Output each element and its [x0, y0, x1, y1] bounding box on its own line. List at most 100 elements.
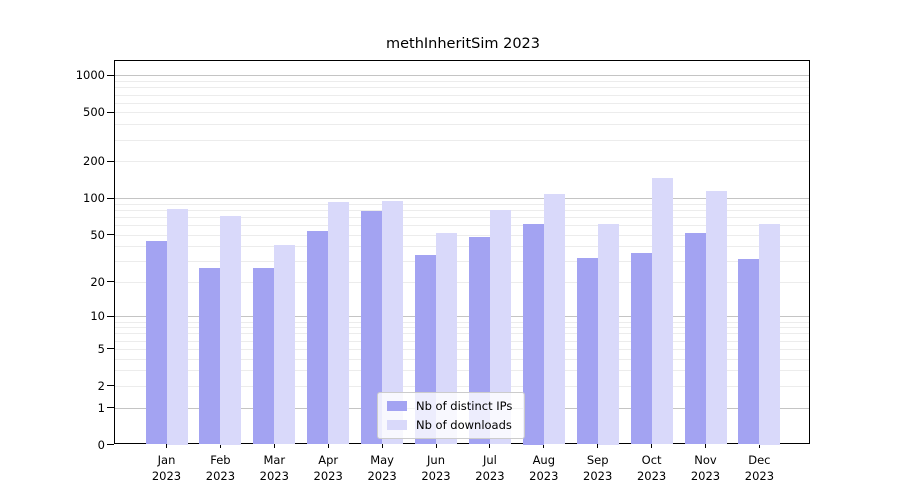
y-tick-1 — [107, 407, 114, 408]
x-tick-mar — [273, 443, 275, 448]
x-tick-label-sep: Sep 2023 — [570, 452, 626, 484]
x-tick-label-nov: Nov 2023 — [678, 452, 734, 484]
x-tick-year: 2023 — [744, 469, 775, 483]
x-tick-label-jan: Jan 2023 — [139, 452, 195, 484]
x-tick-oct — [651, 443, 653, 448]
x-tick-label-aug: Aug 2023 — [516, 452, 572, 484]
x-tick-jan — [166, 443, 167, 448]
x-tick-month: Oct — [641, 453, 662, 467]
y-tick-label-1: 1 — [97, 400, 105, 415]
y-tick-label-50: 50 — [90, 227, 105, 242]
legend-row-distinct-ips: Nb of distinct IPs — [387, 399, 512, 413]
x-tick-month: May — [370, 453, 394, 467]
y-tick-label-1000: 1000 — [75, 68, 105, 83]
y-tick-200 — [107, 160, 114, 162]
bar-distinct-ips-mar — [253, 268, 275, 445]
minor-gridline-40 — [115, 246, 809, 248]
x-tick-month: Apr — [318, 453, 339, 467]
y-tick-0 — [107, 444, 114, 445]
minor-gridline-400 — [115, 124, 809, 126]
bar-distinct-ips-jan — [145, 241, 167, 445]
bar-distinct-ips-sep — [576, 257, 598, 445]
minor-gridline-200 — [115, 161, 809, 163]
minor-gridline-50 — [115, 234, 809, 236]
bar-downloads-nov — [705, 190, 727, 445]
major-gridline-100 — [115, 198, 809, 199]
bar-distinct-ips-aug — [522, 224, 544, 445]
y-tick-label-0: 0 — [97, 437, 105, 452]
minor-gridline-5 — [115, 348, 809, 350]
bar-downloads-mar — [274, 244, 296, 445]
x-tick-aug — [543, 443, 545, 448]
x-tick-year: 2023 — [690, 469, 721, 483]
y-tick-label-10: 10 — [90, 309, 105, 324]
x-tick-apr — [327, 443, 329, 448]
x-tick-jun — [435, 443, 437, 448]
x-tick-month: Jan — [157, 453, 176, 467]
x-tick-month: Mar — [263, 453, 286, 467]
y-tick-50 — [107, 234, 114, 235]
x-tick-nov — [705, 443, 706, 448]
x-tick-year: 2023 — [583, 469, 613, 483]
minor-gridline-500 — [115, 112, 809, 114]
legend-label-distinct-ips: Nb of distinct IPs — [416, 399, 513, 413]
major-gridline-10 — [115, 316, 809, 318]
minor-gridline-80 — [115, 209, 809, 211]
minor-gridline-300 — [115, 139, 809, 141]
x-tick-month: Jun — [427, 453, 445, 467]
x-tick-year: 2023 — [475, 469, 505, 483]
x-tick-month: Aug — [532, 453, 556, 467]
x-tick-year: 2023 — [151, 469, 182, 483]
y-tick-2 — [107, 385, 114, 387]
bar-distinct-ips-feb — [199, 268, 221, 445]
minor-gridline-30 — [115, 261, 809, 263]
x-tick-label-oct: Oct 2023 — [624, 452, 680, 484]
x-tick-may — [381, 443, 383, 448]
x-tick-month: Nov — [694, 453, 717, 467]
y-tick-label-200: 200 — [83, 154, 105, 169]
minor-gridline-70 — [115, 216, 809, 218]
x-tick-year: 2023 — [636, 469, 667, 483]
legend-label-downloads: Nb of downloads — [416, 418, 512, 432]
y-tick-10 — [107, 315, 114, 317]
y-tick-5 — [107, 348, 114, 350]
minor-gridline-7 — [115, 333, 809, 335]
x-tick-year: 2023 — [259, 469, 289, 483]
x-tick-year: 2023 — [313, 469, 343, 483]
bar-downloads-may — [382, 200, 404, 445]
x-tick-month: Feb — [210, 453, 231, 467]
bar-downloads-jul — [489, 209, 511, 445]
y-tick-label-2: 2 — [97, 378, 105, 393]
bar-downloads-sep — [597, 224, 619, 445]
x-tick-year: 2023 — [367, 469, 397, 483]
x-tick-label-jul: Jul 2023 — [462, 452, 518, 484]
chart-title: methInheritSim 2023 — [385, 36, 541, 52]
x-tick-label-feb: Feb 2023 — [192, 452, 248, 484]
x-tick-year: 2023 — [205, 469, 236, 483]
bar-downloads-aug — [543, 193, 565, 445]
y-tick-label-100: 100 — [83, 191, 105, 205]
y-tick-label-20: 20 — [90, 274, 105, 289]
x-tick-label-apr: Apr 2023 — [300, 452, 356, 484]
x-tick-jul — [489, 443, 491, 448]
x-tick-label-mar: Mar 2023 — [246, 452, 302, 484]
x-tick-month: Dec — [748, 453, 771, 467]
minor-gridline-700 — [115, 94, 809, 96]
minor-gridline-60 — [115, 224, 809, 226]
bar-distinct-ips-oct — [630, 253, 652, 445]
bar-downloads-feb — [220, 216, 242, 445]
bar-distinct-ips-apr — [307, 231, 329, 445]
minor-gridline-20 — [115, 281, 809, 283]
y-tick-500 — [107, 111, 114, 113]
minor-gridline-2 — [115, 385, 809, 387]
legend-row-downloads: Nb of downloads — [387, 418, 512, 432]
major-gridline-1000 — [115, 75, 809, 77]
x-tick-label-may: May 2023 — [354, 452, 410, 484]
bar-downloads-oct — [651, 178, 673, 445]
y-tick-100 — [107, 197, 114, 199]
y-tick-1000 — [107, 74, 114, 76]
bar-downloads-jan — [166, 208, 188, 445]
bar-distinct-ips-nov — [684, 233, 706, 445]
x-tick-month: Jul — [482, 453, 497, 467]
bar-downloads-dec — [759, 224, 781, 445]
